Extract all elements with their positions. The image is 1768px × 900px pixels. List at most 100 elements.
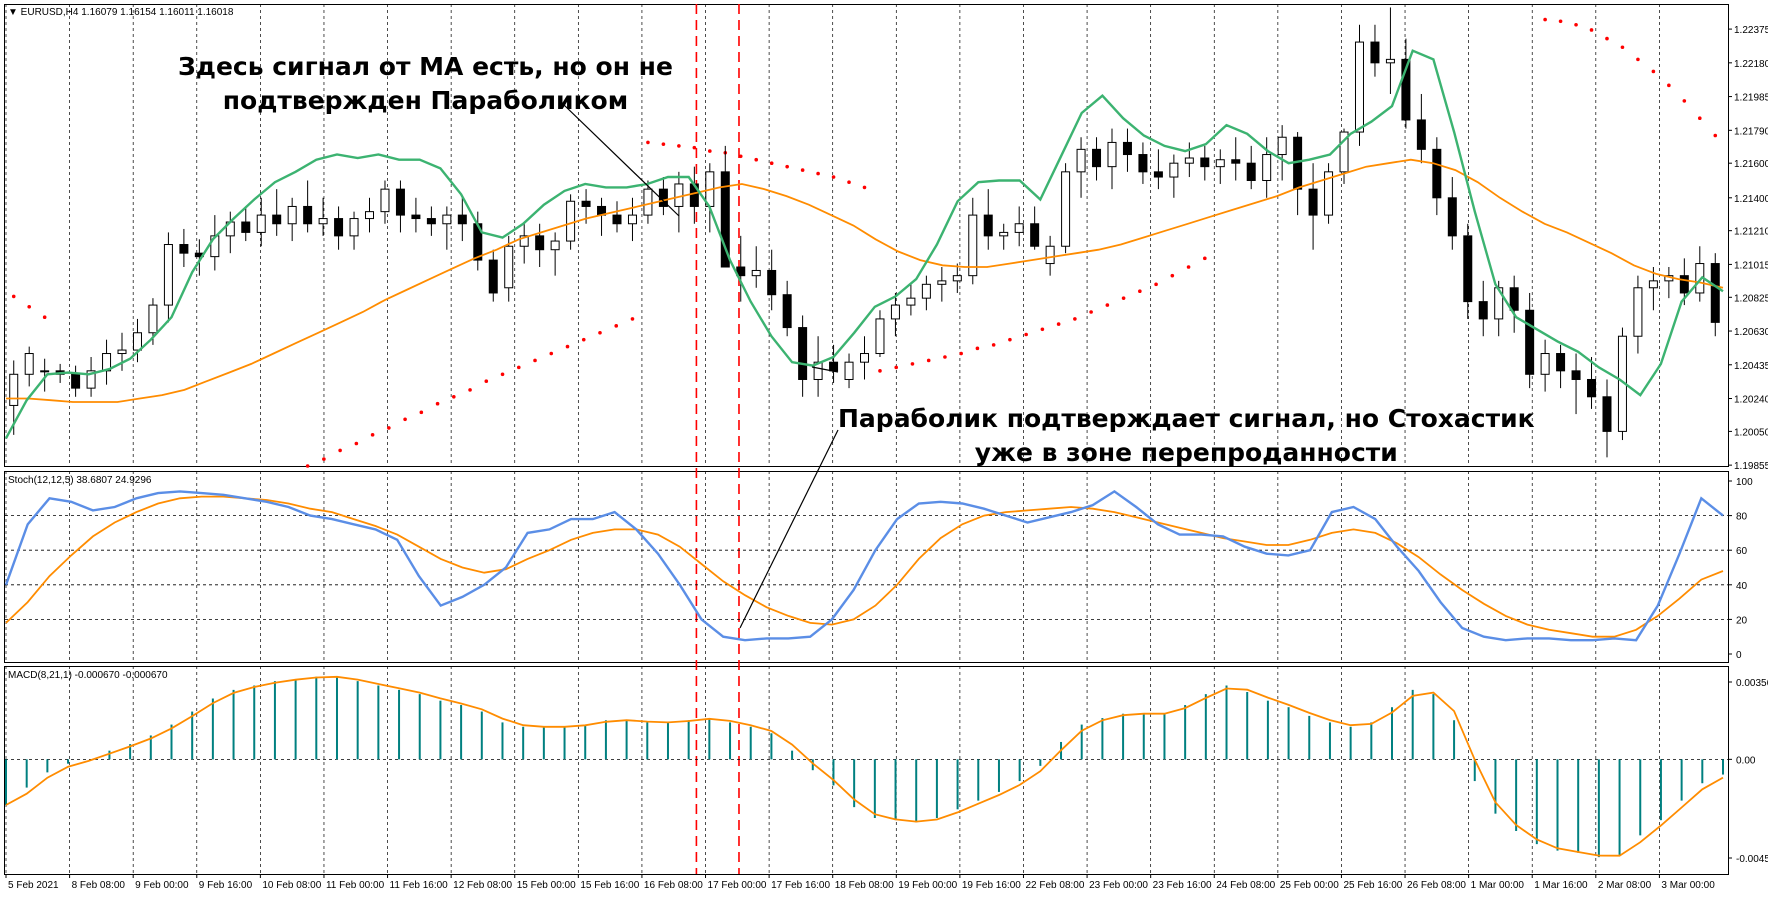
candle-body (1339, 131, 1349, 173)
psar-dot (910, 362, 915, 366)
candle-body (287, 205, 297, 225)
x-label: 12 Feb 08:00 (453, 880, 512, 891)
candle-body (1463, 235, 1473, 303)
psar-dot (1056, 322, 1061, 326)
stoch-tick-label: 60 (1736, 546, 1748, 557)
price-tick-label: 1.22375 (1734, 25, 1768, 36)
stoch-tick-label: 100 (1736, 477, 1753, 488)
psar-dot (435, 401, 440, 406)
candle-body (720, 171, 730, 268)
candle-body (24, 353, 34, 375)
candle-body (921, 283, 931, 299)
x-label: 15 Feb 16:00 (580, 880, 639, 891)
psar-dot (1040, 327, 1045, 332)
psar-dot (1558, 19, 1563, 24)
psar-dot (42, 315, 47, 319)
x-label: 1 Mar 16:00 (1534, 880, 1588, 891)
psar-dot (1651, 69, 1656, 74)
candle-body (272, 214, 282, 225)
price-tick-label: 1.21015 (1734, 260, 1768, 271)
candle-body (1401, 58, 1411, 121)
candle-body (829, 361, 839, 372)
price-tick-label: 1.20240 (1734, 395, 1768, 406)
psar-dot (452, 394, 456, 399)
annotation-psar-line1: Параболик подтверждает сигнал, но Стохас… (838, 404, 1535, 433)
stoch-tick-label: 0 (1736, 650, 1742, 661)
slow-ma-line (6, 158, 1724, 403)
candle-body (349, 218, 359, 237)
panel-frame-1 (4, 4, 1729, 467)
candle-body (1556, 353, 1566, 372)
macd-tick-label: -0.004541 (1736, 854, 1768, 865)
candle-body (504, 245, 514, 289)
psar-dot (1543, 17, 1547, 22)
psar-dot (1203, 256, 1207, 261)
psar-dot (926, 358, 931, 363)
candle-body (1014, 223, 1024, 233)
candle-body (1679, 275, 1689, 294)
candle-body (1540, 353, 1550, 375)
candle-body (1246, 162, 1256, 181)
price-tick-label: 1.20630 (1734, 327, 1768, 338)
psar-dot (847, 180, 851, 185)
candle-body (1122, 141, 1132, 156)
candle-body (952, 275, 962, 282)
psar-dot (800, 168, 805, 172)
price-tick-label: 1.22180 (1734, 59, 1768, 70)
chart-header: ▼ EURUSD,H4 1.16079 1.16154 1.16011 1.16… (8, 7, 234, 18)
psar-dot (1589, 28, 1594, 32)
candle-body (318, 218, 328, 225)
annotation-ma-signal: Здесь сигнал от МА есть, но он не подтве… (178, 50, 673, 118)
candle-body (457, 214, 467, 225)
candle-body (1277, 136, 1287, 156)
candle-body (844, 361, 854, 380)
candle-body (9, 373, 19, 406)
x-label: 25 Feb 00:00 (1280, 880, 1339, 891)
psar-dot (1008, 337, 1012, 342)
psar-dot (894, 365, 899, 370)
annotation-pointer-ma (562, 103, 680, 217)
stoch-main-line (4, 489, 1724, 642)
candle-body (937, 280, 947, 285)
candle-body (782, 294, 792, 329)
candle-body (1169, 162, 1179, 178)
psar-dot (1620, 45, 1625, 50)
psar-dot (816, 171, 820, 176)
candle-body (860, 353, 869, 363)
candle-body (1061, 171, 1071, 247)
candle-body (566, 200, 576, 242)
candle-body (1416, 119, 1426, 150)
candle-body (968, 214, 978, 277)
candle-body (798, 327, 808, 380)
psar-dot (1105, 303, 1110, 307)
candle-body (1153, 171, 1163, 178)
psar-dot (831, 175, 836, 179)
candle-body (256, 214, 266, 233)
x-label: 5 Feb 2021 (8, 880, 59, 891)
psar-dot (581, 337, 586, 342)
psar-dot (677, 144, 681, 148)
psar-dot (991, 343, 996, 347)
psar-dot (1636, 57, 1640, 62)
candle-body (411, 214, 421, 220)
fast-ma-line (4, 49, 1724, 439)
candle-body (334, 218, 344, 237)
psar-dot (769, 161, 774, 165)
psar-dot (419, 410, 424, 415)
candle-body (365, 211, 375, 220)
psar-dot (661, 142, 666, 146)
candle-body (1447, 197, 1457, 237)
x-label: 18 Feb 08:00 (835, 880, 894, 891)
candle-body (1385, 58, 1395, 64)
candle-body (132, 332, 142, 351)
x-label: 23 Feb 00:00 (1089, 880, 1148, 891)
price-tick-label: 1.20435 (1734, 361, 1768, 372)
psar-dot (975, 346, 980, 351)
x-label: 2 Mar 08:00 (1598, 880, 1652, 891)
candle-body (1076, 148, 1086, 173)
psar-dot (565, 344, 570, 349)
psar-dot (1024, 332, 1028, 337)
candle-body (71, 373, 81, 389)
candle-body (488, 259, 498, 294)
psar-dot (1154, 282, 1158, 287)
